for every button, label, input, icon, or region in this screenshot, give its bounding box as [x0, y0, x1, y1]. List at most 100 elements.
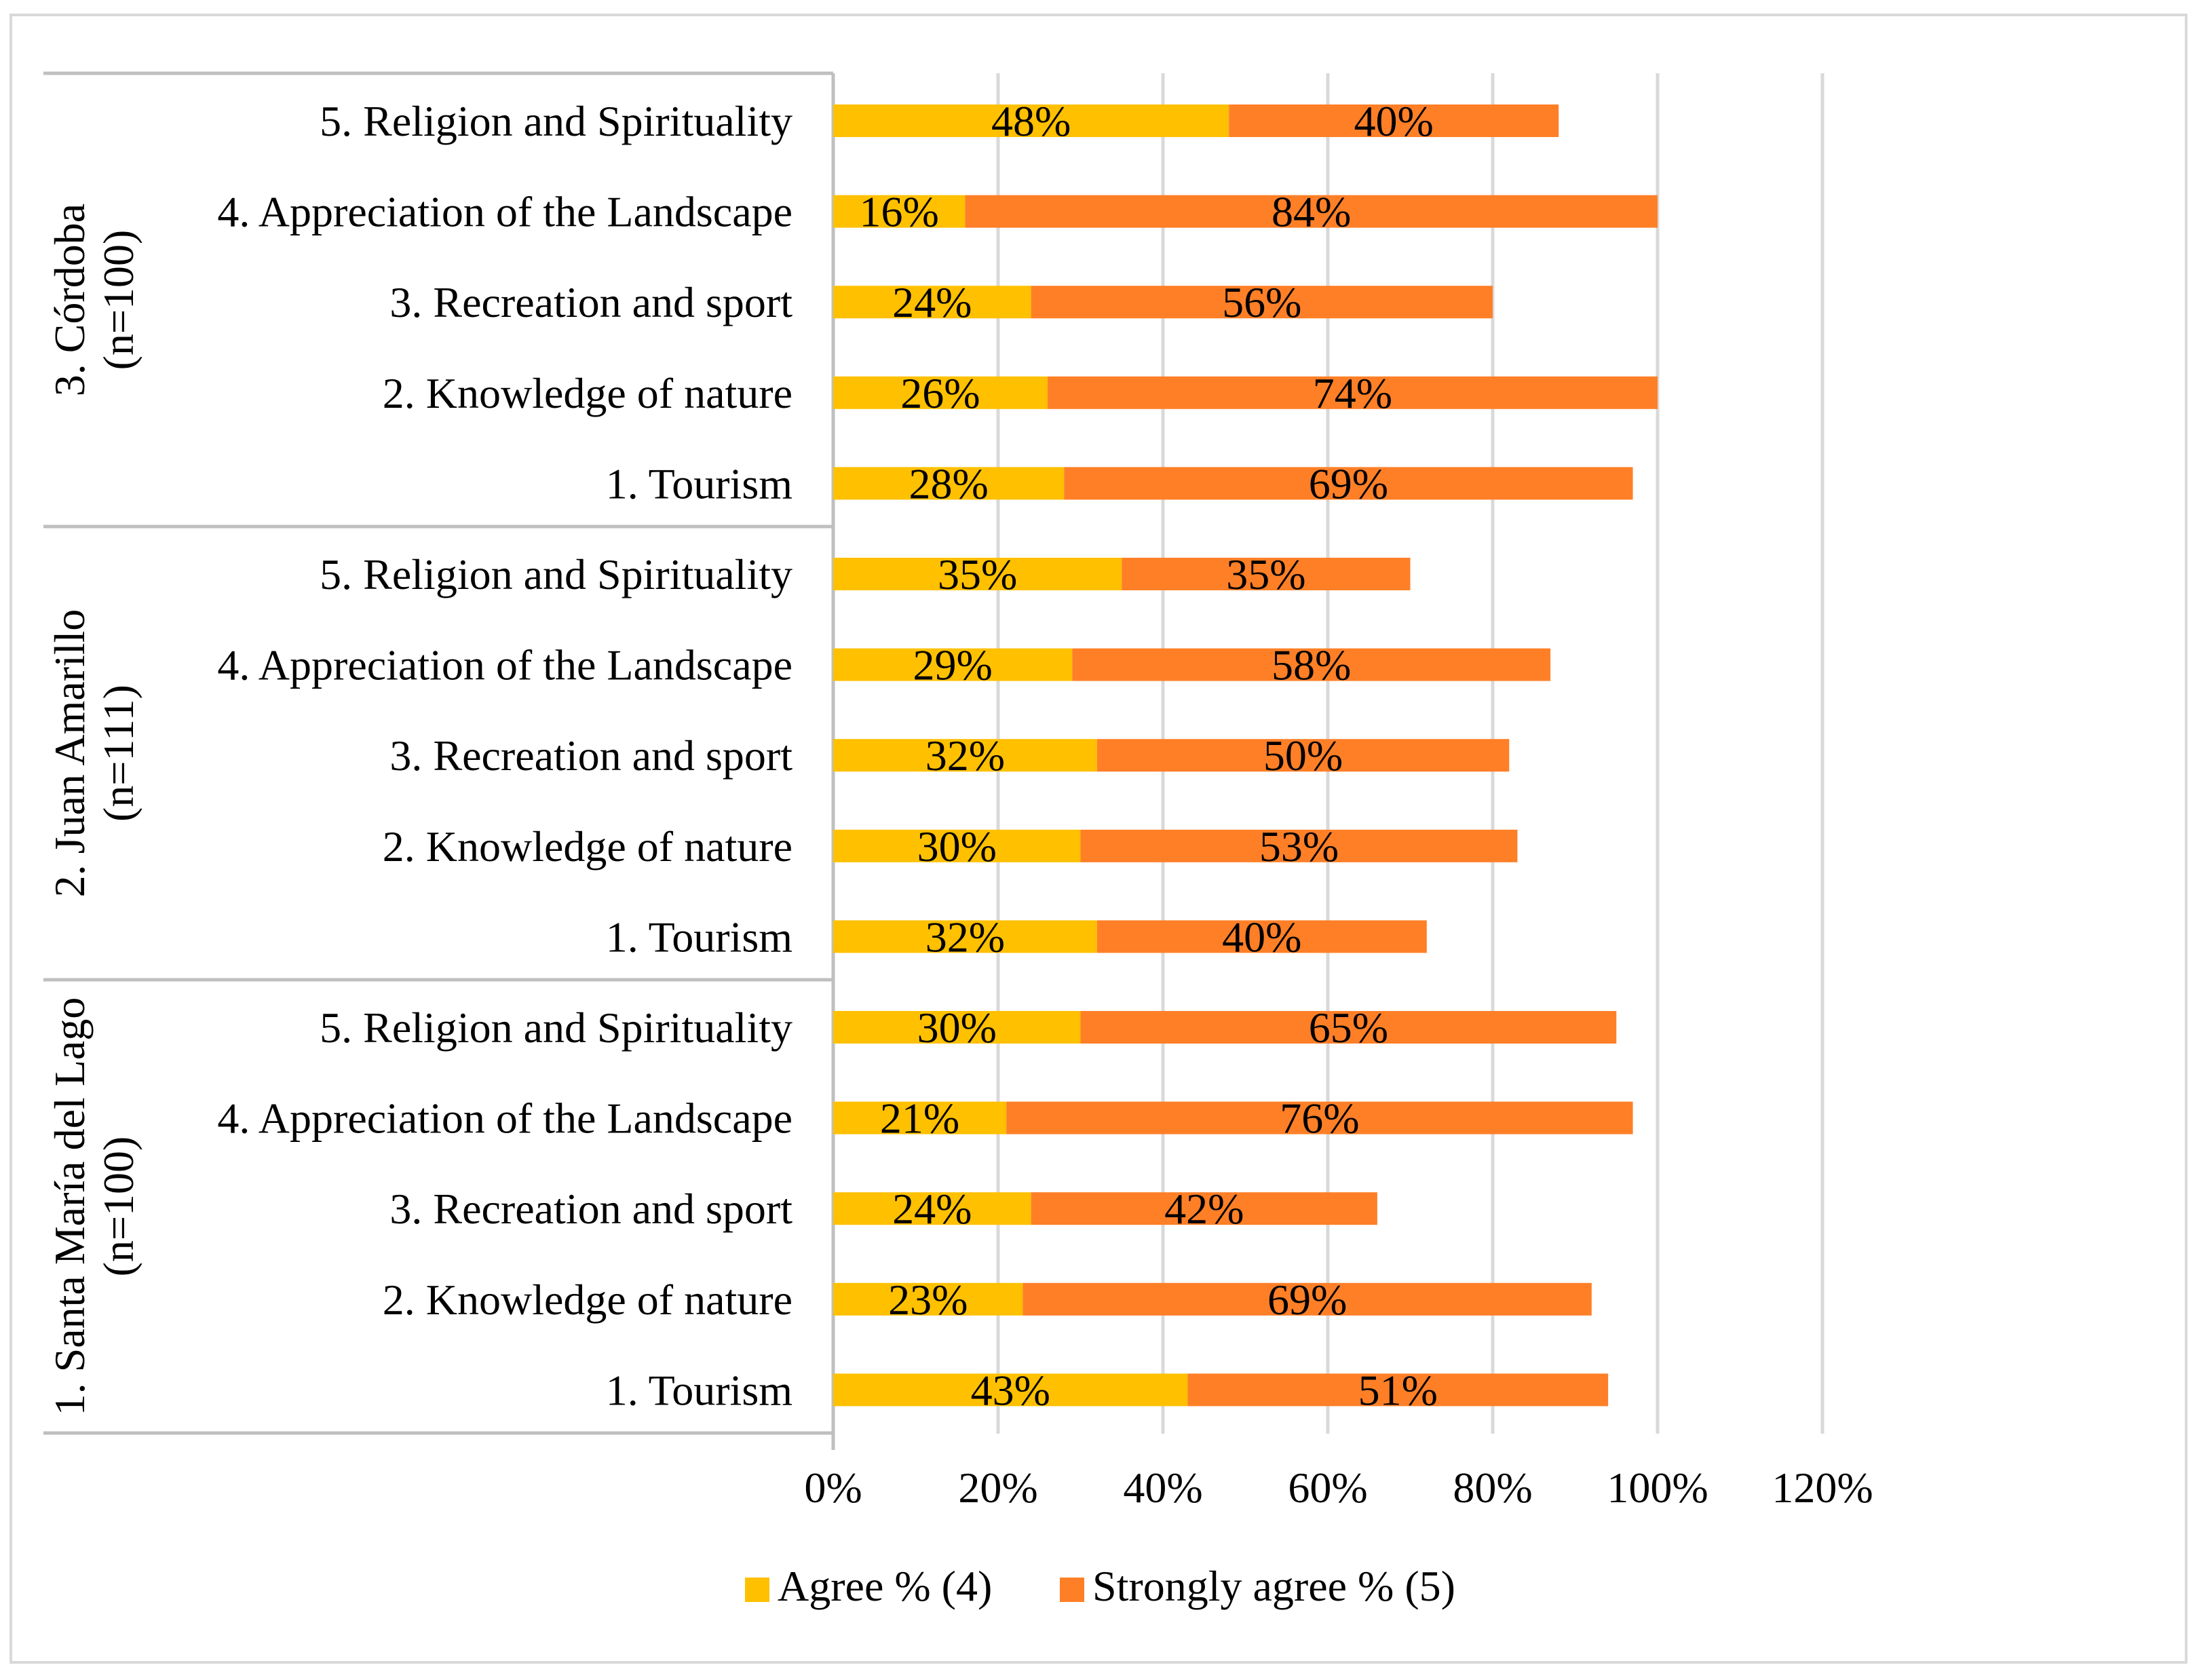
data-label: 35%: [938, 550, 1017, 598]
data-label: 53%: [1259, 822, 1339, 871]
x-tick-label: 0%: [804, 1464, 862, 1512]
data-label: 24%: [892, 1185, 972, 1233]
bar-strongly-agree: [1047, 376, 1658, 409]
legend-label: Agree % (4): [778, 1562, 992, 1610]
category-label: 5. Religion and Spirituality: [320, 1004, 792, 1052]
group-label-count: (n=111): [94, 685, 142, 822]
bar-strongly-agree: [1080, 1011, 1617, 1044]
data-label: 50%: [1263, 731, 1343, 780]
bar-agree: [833, 286, 1031, 319]
category-label: 1. Tourism: [606, 459, 792, 508]
bar-strongly-agree: [1064, 467, 1633, 500]
data-label: 76%: [1280, 1094, 1359, 1143]
bar-strongly-agree: [1080, 829, 1518, 862]
bar-strongly-agree: [1031, 286, 1493, 319]
data-label: 48%: [991, 97, 1071, 145]
data-label: 29%: [913, 641, 993, 689]
data-label: 21%: [880, 1094, 959, 1143]
category-label: 2. Knowledge of nature: [383, 1276, 792, 1324]
group-label-name: 3. Córdoba: [45, 204, 94, 396]
data-label: 56%: [1222, 278, 1301, 326]
bar-strongly-agree: [1006, 1101, 1633, 1134]
bar-agree: [833, 648, 1073, 681]
data-label: 84%: [1272, 188, 1351, 236]
data-label: 23%: [888, 1276, 968, 1324]
bar-strongly-agree: [1023, 1282, 1592, 1316]
legend-swatch-strongly-agree: [1060, 1578, 1084, 1602]
group-label-count: (n=100): [94, 230, 142, 370]
bar-strongly-agree: [1229, 104, 1559, 137]
data-label: 28%: [909, 459, 988, 508]
x-tick-label: 100%: [1607, 1464, 1708, 1512]
bar-strongly-agree: [1187, 1373, 1609, 1407]
bar-agree: [833, 558, 1122, 590]
data-label: 51%: [1358, 1366, 1438, 1414]
data-label: 69%: [1309, 459, 1388, 508]
group-label-name: 1. Santa María del Lago: [45, 997, 94, 1416]
data-label: 32%: [925, 913, 1005, 961]
data-label: 65%: [1309, 1004, 1388, 1052]
category-label: 4. Appreciation of the Landscape: [217, 188, 792, 236]
category-label: 2. Knowledge of nature: [383, 369, 792, 417]
legend-label: Strongly agree % (5): [1092, 1562, 1455, 1610]
data-label: 30%: [917, 822, 997, 871]
x-tick-label: 20%: [958, 1464, 1037, 1512]
category-label: 2. Knowledge of nature: [383, 822, 792, 871]
bar-strongly-agree: [1096, 920, 1427, 953]
legend: Agree % (4) Strongly agree % (5): [745, 1562, 1455, 1610]
bar-agree: [833, 920, 1097, 953]
bar-agree: [833, 1373, 1188, 1407]
bar-strongly-agree: [1122, 558, 1411, 590]
category-label: 4. Appreciation of the Landscape: [217, 641, 792, 689]
bar-agree: [833, 376, 1048, 409]
data-label: 24%: [892, 278, 972, 326]
data-label: 26%: [900, 369, 980, 417]
category-label: 1. Tourism: [606, 1366, 792, 1414]
x-tick-label: 40%: [1123, 1464, 1202, 1512]
legend-swatch-agree: [745, 1578, 769, 1602]
bar-agree: [833, 1282, 1023, 1316]
bar-strongly-agree: [965, 195, 1658, 228]
data-label: 35%: [1226, 550, 1305, 598]
category-label: 5. Religion and Spirituality: [320, 550, 792, 598]
category-label: 3. Recreation and sport: [389, 1185, 792, 1233]
bar-strongly-agree: [1096, 739, 1510, 772]
bars: [833, 104, 1658, 1407]
bar-agree: [833, 104, 1229, 137]
data-label: 40%: [1354, 97, 1434, 145]
bar-agree: [833, 829, 1081, 862]
category-label: 3. Recreation and sport: [389, 278, 792, 326]
bar-agree: [833, 1101, 1007, 1134]
data-label: 16%: [860, 188, 939, 236]
bar-agree: [833, 1192, 1031, 1225]
x-tick-label: 120%: [1772, 1464, 1873, 1512]
bar-strongly-agree: [1072, 648, 1551, 681]
data-label: 58%: [1272, 641, 1351, 689]
bar-agree: [833, 195, 966, 228]
labels: 0% 20% 40% 60% 80% 100% 120%3. Córdoba(n=100)5…: [45, 97, 1873, 1512]
bar-strongly-agree: [1031, 1192, 1377, 1225]
group-label-count: (n=100): [94, 1137, 142, 1277]
data-label: 32%: [925, 731, 1005, 780]
bar-agree: [833, 739, 1097, 772]
category-label: 1. Tourism: [606, 913, 792, 961]
bar-agree: [833, 467, 1065, 500]
group-label-name: 2. Juan Amarillo: [45, 609, 94, 898]
x-tick-label: 80%: [1453, 1464, 1532, 1512]
category-label: 3. Recreation and sport: [389, 731, 792, 780]
group-label: 2. Juan Amarillo(n=111): [45, 609, 142, 898]
group-label: 3. Córdoba(n=100): [45, 204, 142, 396]
category-label: 5. Religion and Spirituality: [320, 97, 792, 145]
x-tick-label: 60%: [1288, 1464, 1367, 1512]
data-label: 69%: [1267, 1276, 1347, 1324]
data-label: 40%: [1222, 913, 1301, 961]
data-label: 74%: [1313, 369, 1392, 417]
bar-agree: [833, 1011, 1081, 1044]
group-label: 1. Santa María del Lago(n=100): [45, 997, 142, 1416]
data-label: 42%: [1164, 1185, 1244, 1233]
data-label: 43%: [971, 1366, 1050, 1414]
category-label: 4. Appreciation of the Landscape: [217, 1094, 792, 1143]
data-label: 30%: [917, 1004, 997, 1052]
